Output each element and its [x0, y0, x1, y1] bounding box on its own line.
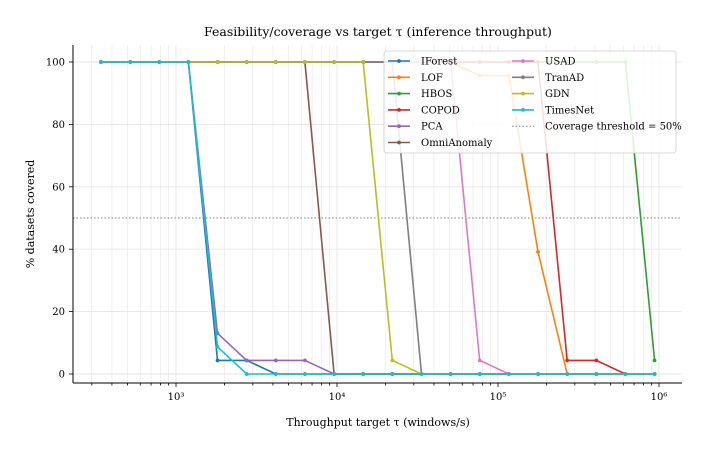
data-point [303, 358, 307, 363]
data-point [623, 372, 628, 376]
data-point [128, 60, 133, 64]
data-point [244, 358, 249, 363]
y-tick-label: 0 [59, 370, 65, 381]
legend-marker [397, 91, 401, 96]
legend-marker [521, 59, 525, 63]
data-point [215, 344, 220, 349]
data-point [565, 372, 570, 376]
data-point [594, 372, 599, 376]
y-tick-label: 20 [52, 307, 65, 318]
y-tick-label: 100 [46, 58, 65, 69]
data-point [332, 372, 336, 376]
legend-label: HBOS [421, 89, 452, 100]
legend-entry: TranAD [512, 73, 584, 84]
legend-marker [521, 91, 525, 96]
legend-label: COPOD [421, 105, 460, 116]
legend-label: TranAD [545, 73, 584, 84]
legend-entry: HBOS [388, 89, 452, 100]
data-point [390, 358, 395, 363]
legend-entry: GDN [512, 89, 570, 100]
legend-label: TimesNet [545, 105, 594, 116]
legend-marker [397, 75, 401, 80]
x-tick-label: 10⁴ [329, 392, 346, 403]
legend-box [383, 50, 677, 154]
legend-entry: USAD [512, 57, 576, 68]
legend-marker [521, 75, 525, 80]
legend-label: Coverage threshold = 50% [545, 122, 682, 133]
data-point [244, 372, 249, 376]
data-point [273, 358, 278, 363]
x-axis-label: Throughput target τ (windows/s) [286, 416, 470, 429]
data-point [652, 372, 657, 376]
legend-marker [397, 124, 401, 129]
data-point [215, 60, 220, 64]
legend-entry: COPOD [388, 105, 460, 116]
legend-label: OmniAnomaly [421, 138, 493, 149]
legend-marker [397, 59, 401, 63]
legend: IForest LOF HBOS COPOD PCA OmniAnomaly USAD Tra… [383, 50, 682, 154]
legend-marker [397, 108, 401, 112]
legend-label: IForest [421, 57, 457, 68]
chart-title: Feasibility/coverage vs target τ (infere… [204, 24, 552, 39]
legend-entry: PCA [388, 122, 443, 133]
y-axis-label: % datasets covered [24, 160, 37, 269]
data-point [273, 60, 278, 64]
y-tick-label: 80 [52, 120, 65, 131]
legend-entry: Coverage threshold = 50% [512, 122, 682, 133]
data-point [303, 372, 307, 376]
data-point [536, 250, 540, 254]
y-tick-label: 40 [52, 245, 65, 256]
data-point [390, 372, 395, 376]
axes [72, 45, 682, 384]
legend-entry: IForest [388, 57, 457, 68]
data-point [361, 60, 366, 64]
data-point [448, 372, 453, 376]
legend-entry: TimesNet [512, 105, 594, 116]
legend-marker [397, 140, 401, 145]
data-point [652, 358, 657, 363]
data-point [186, 60, 191, 64]
legend-entry: LOF [388, 73, 443, 84]
data-point [244, 60, 249, 64]
legend-label: GDN [545, 89, 570, 100]
data-point [361, 372, 366, 376]
x-tick-label: 10³ [168, 392, 185, 403]
data-point [565, 358, 570, 363]
data-point [303, 60, 307, 64]
series-line [101, 61, 655, 375]
x-tick-label: 10⁶ [651, 392, 668, 403]
data-point [215, 358, 220, 363]
legend-label: LOF [421, 73, 443, 84]
data-point [477, 358, 482, 363]
legend-marker [521, 108, 525, 112]
y-tick-label: 60 [52, 182, 65, 193]
data-point [594, 358, 599, 363]
series-timesnet [99, 60, 657, 376]
legend-label: USAD [545, 57, 576, 68]
data-point [332, 60, 336, 64]
data-point [419, 372, 424, 376]
data-point [536, 372, 540, 376]
data-point [477, 372, 482, 376]
data-point [99, 60, 103, 64]
x-tick-label: 10⁵ [490, 392, 507, 403]
data-point [273, 372, 278, 376]
data-point [157, 60, 162, 64]
legend-label: PCA [421, 122, 443, 133]
data-point [506, 372, 511, 376]
ticks: 10³ 10⁴ 10⁵ 10⁶ 0 20 40 60 80 100 [46, 58, 667, 404]
legend-entry: OmniAnomaly [388, 138, 493, 149]
